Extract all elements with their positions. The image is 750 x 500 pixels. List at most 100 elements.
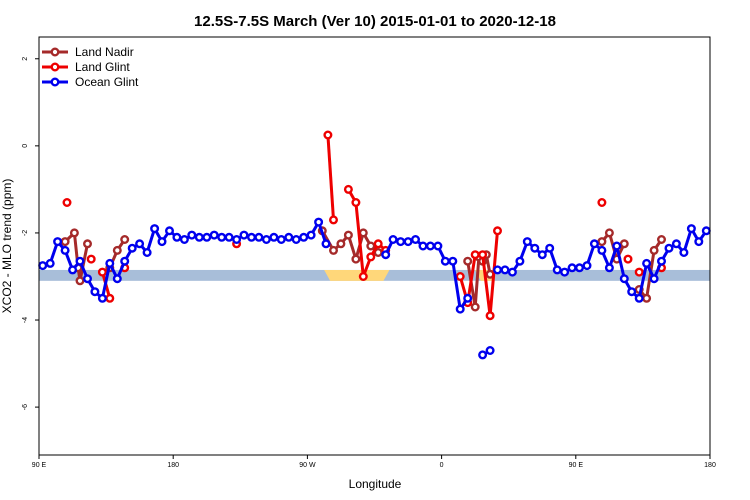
data-point-ocean-glint-0-17 [164, 226, 174, 236]
data-point-ocean-glint-0-0 [38, 261, 48, 271]
y-axis-label: XCO2 - MLO trend (ppm) [0, 179, 14, 314]
data-point-land-glint-1-0 [86, 254, 96, 264]
data-point-ocean-glint-1-9 [448, 256, 458, 266]
legend-label-land-nadir: Land Nadir [75, 45, 134, 59]
data-point-land-glint-6-0 [343, 184, 353, 194]
data-point-land-glint-2-0 [97, 267, 107, 277]
data-point-land-glint-7-5 [493, 226, 503, 236]
data-point-ocean-glint-0-28 [246, 232, 256, 242]
data-point-ocean-glint-1-2 [396, 237, 406, 247]
data-point-land-glint-8-0 [597, 197, 607, 207]
y-tick-label-1: 0 [22, 144, 29, 148]
plot-area [38, 130, 711, 360]
data-point-ocean-glint-0-37 [314, 217, 324, 227]
y-tick-label-0: 2 [22, 57, 29, 61]
data-point-ocean-glint-0-26 [232, 234, 242, 244]
data-point-land-nadir-1-2 [120, 234, 130, 244]
data-point-ocean-glint-0-9 [105, 258, 115, 268]
data-point-land-nadir-0-1 [69, 228, 79, 238]
y-tick-label-3: -4 [22, 317, 29, 323]
data-point-ocean-glint-0-6 [82, 274, 92, 284]
data-point-ocean-glint-0-23 [209, 230, 219, 240]
data-point-land-nadir-4-3 [619, 239, 629, 249]
data-point-ocean-glint-3-19 [634, 293, 644, 303]
data-point-ocean-glint-2-0 [478, 350, 488, 360]
data-point-ocean-glint-3-13 [589, 239, 599, 249]
data-point-land-glint-5-0 [323, 130, 333, 140]
data-point-ocean-glint-1-7 [433, 241, 443, 251]
data-point-ocean-glint-3-6 [537, 250, 547, 260]
data-point-ocean-glint-3-12 [582, 261, 592, 271]
data-point-ocean-glint-0-8 [97, 293, 107, 303]
x-tick-label-2: 90 W [299, 462, 316, 469]
data-point-land-glint-7-0 [455, 272, 465, 282]
data-point-ocean-glint-0-21 [194, 232, 204, 242]
data-point-land-nadir-1-1 [112, 245, 122, 255]
data-point-ocean-glint-0-25 [224, 232, 234, 242]
data-point-land-nadir-5-1 [642, 293, 652, 303]
data-point-ocean-glint-0-13 [135, 239, 145, 249]
data-point-land-nadir-4-0 [597, 237, 607, 247]
data-point-ocean-glint-1-3 [403, 237, 413, 247]
data-point-ocean-glint-0-15 [150, 224, 160, 234]
data-point-ocean-glint-0-10 [112, 274, 122, 284]
highlight-region-0 [324, 269, 390, 281]
data-point-ocean-glint-3-1 [500, 265, 510, 275]
data-point-ocean-glint-3-14 [597, 245, 607, 255]
data-point-ocean-glint-0-14 [142, 247, 152, 257]
x-axis-label: Longitude [349, 477, 402, 491]
data-point-ocean-glint-1-1 [388, 234, 398, 244]
legend-label-ocean-glint: Ocean Glint [75, 75, 139, 89]
data-point-land-nadir-5-2 [649, 245, 659, 255]
y-tick-label-4: -6 [22, 404, 29, 410]
data-point-land-nadir-3-0 [463, 256, 473, 266]
data-point-ocean-glint-3-7 [545, 243, 555, 253]
y-axis: 2 0 -2 -4 -6 [22, 57, 39, 410]
data-point-land-glint-0-0 [62, 197, 72, 207]
legend-marker-land-nadir [50, 47, 60, 57]
data-point-land-glint-7-2 [470, 250, 480, 260]
data-point-ocean-glint-0-29 [254, 232, 264, 242]
data-point-ocean-glint-0-20 [187, 230, 197, 240]
data-point-ocean-glint-0-2 [53, 237, 63, 247]
data-point-ocean-glint-0-1 [45, 258, 55, 268]
data-point-ocean-glint-1-10 [455, 304, 465, 314]
data-point-ocean-glint-3-3 [515, 256, 525, 266]
legend-marker-land-glint [50, 62, 60, 72]
data-point-ocean-glint-0-34 [291, 234, 301, 244]
data-point-ocean-glint-0-4 [68, 265, 78, 275]
data-point-ocean-glint-3-4 [522, 237, 532, 247]
data-point-ocean-glint-0-3 [60, 245, 70, 255]
data-point-ocean-glint-1-8 [440, 256, 450, 266]
x-tick-label-1: 180 [167, 462, 179, 469]
plot-frame [38, 36, 711, 456]
data-point-ocean-glint-0-5 [75, 256, 85, 266]
data-point-land-glint-6-4 [373, 239, 383, 249]
data-point-land-glint-6-2 [358, 272, 368, 282]
data-point-land-nadir-0-0 [60, 237, 70, 247]
data-point-land-glint-7-3 [478, 250, 488, 260]
data-point-ocean-glint-3-24 [671, 239, 681, 249]
data-point-ocean-glint-3-8 [552, 265, 562, 275]
legend-label-land-glint: Land Glint [75, 60, 130, 74]
data-point-ocean-glint-3-20 [642, 258, 652, 268]
data-point-ocean-glint-3-26 [686, 224, 696, 234]
data-point-ocean-glint-3-18 [627, 287, 637, 297]
data-point-land-nadir-2-4 [351, 254, 361, 264]
data-point-land-nadir-2-3 [343, 230, 353, 240]
data-point-ocean-glint-3-22 [657, 256, 667, 266]
data-point-ocean-glint-1-0 [381, 250, 391, 260]
data-point-ocean-glint-3-5 [530, 243, 540, 253]
x-tick-label-4: 90 E [569, 462, 584, 469]
data-point-ocean-glint-3-17 [619, 274, 629, 284]
data-point-ocean-glint-3-9 [560, 267, 570, 277]
series-line-land-glint-5 [326, 134, 335, 220]
data-point-land-glint-6-1 [351, 197, 361, 207]
data-point-ocean-glint-3-2 [507, 267, 517, 277]
data-point-land-glint-5-1 [329, 215, 339, 225]
data-point-ocean-glint-0-27 [239, 230, 249, 240]
data-point-ocean-glint-0-33 [284, 232, 294, 242]
data-point-ocean-glint-0-18 [172, 232, 182, 242]
data-point-ocean-glint-0-12 [127, 243, 137, 253]
